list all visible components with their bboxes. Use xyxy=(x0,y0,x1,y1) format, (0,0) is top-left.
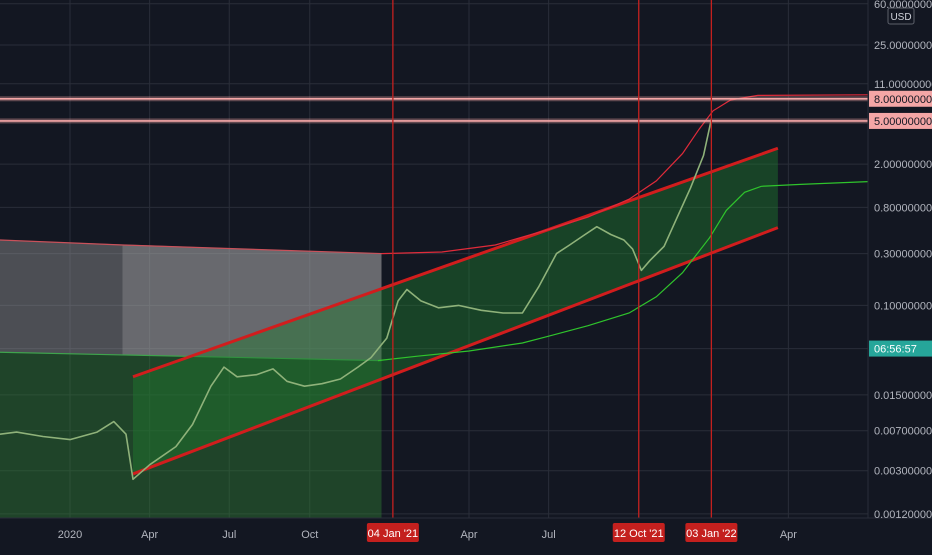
level-badge xyxy=(869,112,932,129)
price-tick-label: 0.01500000 xyxy=(874,390,932,402)
price-tick-label: 60.00000000 xyxy=(874,0,932,11)
countdown-label: 06:56:57 xyxy=(874,344,917,356)
price-tick-label: 0.00300000 xyxy=(874,466,932,478)
upper-band-curve xyxy=(381,94,869,255)
time-axis[interactable] xyxy=(0,517,932,550)
time-tick-label: 2020 xyxy=(58,529,82,541)
position-box-overlay xyxy=(0,239,382,518)
channel-fill xyxy=(133,148,778,474)
price-tick-label: 0.30000000 xyxy=(874,249,932,261)
time-axis-ticks: 2020 Apr Jul Oct Apr Jul Apr xyxy=(58,529,798,541)
level-badge xyxy=(869,90,932,107)
date-marker-label: 12 Oct '21 xyxy=(614,528,664,540)
target-zone-highlight xyxy=(122,244,382,361)
level-badge-label: 5.00000000 xyxy=(874,116,932,128)
currency-badge[interactable]: USD xyxy=(887,7,915,25)
target-zone-edge xyxy=(0,239,382,255)
channel-upper-line xyxy=(132,146,779,379)
time-tick-label: Oct xyxy=(301,529,318,541)
target-zone xyxy=(0,240,382,361)
price-tick-label: 2.00000000 xyxy=(874,159,932,171)
time-tick-label: Jul xyxy=(542,529,556,541)
price-tick-label: 25.00000000 xyxy=(874,40,932,52)
date-marker-label: 03 Jan '22 xyxy=(686,528,736,540)
currency-label: USD xyxy=(890,12,911,23)
date-marker-badge xyxy=(366,523,419,542)
moving-average-curve xyxy=(377,181,869,362)
regression-channel[interactable] xyxy=(132,146,779,476)
vertical-markers[interactable] xyxy=(392,0,713,518)
price-tick-label: 0.10000000 xyxy=(874,300,932,312)
price-tick-label: 0.80000000 xyxy=(874,202,932,214)
date-marker-badge xyxy=(685,523,738,542)
horizontal-levels[interactable] xyxy=(0,96,868,124)
countdown-badge xyxy=(869,340,932,357)
price-tick-label: 0.00700000 xyxy=(874,426,932,438)
date-marker-badge xyxy=(612,523,665,542)
time-tick-label: Jul xyxy=(222,529,236,541)
price-tick-label: 0.00120000 xyxy=(874,509,932,521)
axis-badges: 04 Jan '21 12 Oct '21 03 Jan '22 8.00000000… xyxy=(366,90,932,542)
stop-zone xyxy=(0,352,382,518)
time-tick-label: Apr xyxy=(141,529,158,541)
date-marker-label: 04 Jan '21 xyxy=(368,528,418,540)
time-tick-label: Apr xyxy=(780,529,797,541)
time-tick-label: Apr xyxy=(460,529,477,541)
level-badge-label: 8.00000000 xyxy=(874,94,932,106)
price-tick-label: 11.00000000 xyxy=(874,79,932,91)
channel-lower-line xyxy=(132,226,779,476)
